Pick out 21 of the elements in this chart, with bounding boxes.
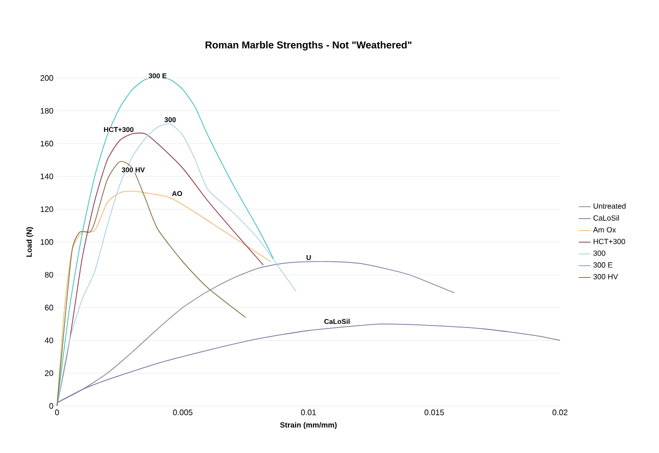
y-tick-label: 100	[40, 239, 54, 245]
line-series	[56, 161, 246, 406]
x-tick-label: 0.015	[424, 410, 444, 416]
line-series	[56, 261, 455, 404]
x-tick-label: 0.005	[173, 410, 192, 416]
line-series	[56, 324, 560, 404]
line-series	[56, 124, 296, 406]
y-tick-label: 20	[44, 370, 54, 376]
x-tick-label: 0	[55, 410, 59, 416]
x-tick-label: 0.02	[552, 410, 568, 416]
y-tick-label: 200	[40, 75, 54, 81]
x-tick-label: 0.01	[301, 410, 316, 416]
y-tick-label: 160	[40, 140, 54, 146]
y-tick-label: 40	[44, 338, 54, 344]
y-tick-label: 60	[44, 304, 54, 310]
y-tick-label: 140	[40, 174, 54, 180]
y-tick-label: 180	[40, 108, 54, 114]
y-tick-label: 80	[44, 272, 54, 278]
y-tick-label: 120	[40, 206, 54, 212]
chart-title: Roman Marble Strengths - Not "Weathered"	[206, 41, 412, 50]
y-tick-label: 0	[49, 403, 54, 409]
